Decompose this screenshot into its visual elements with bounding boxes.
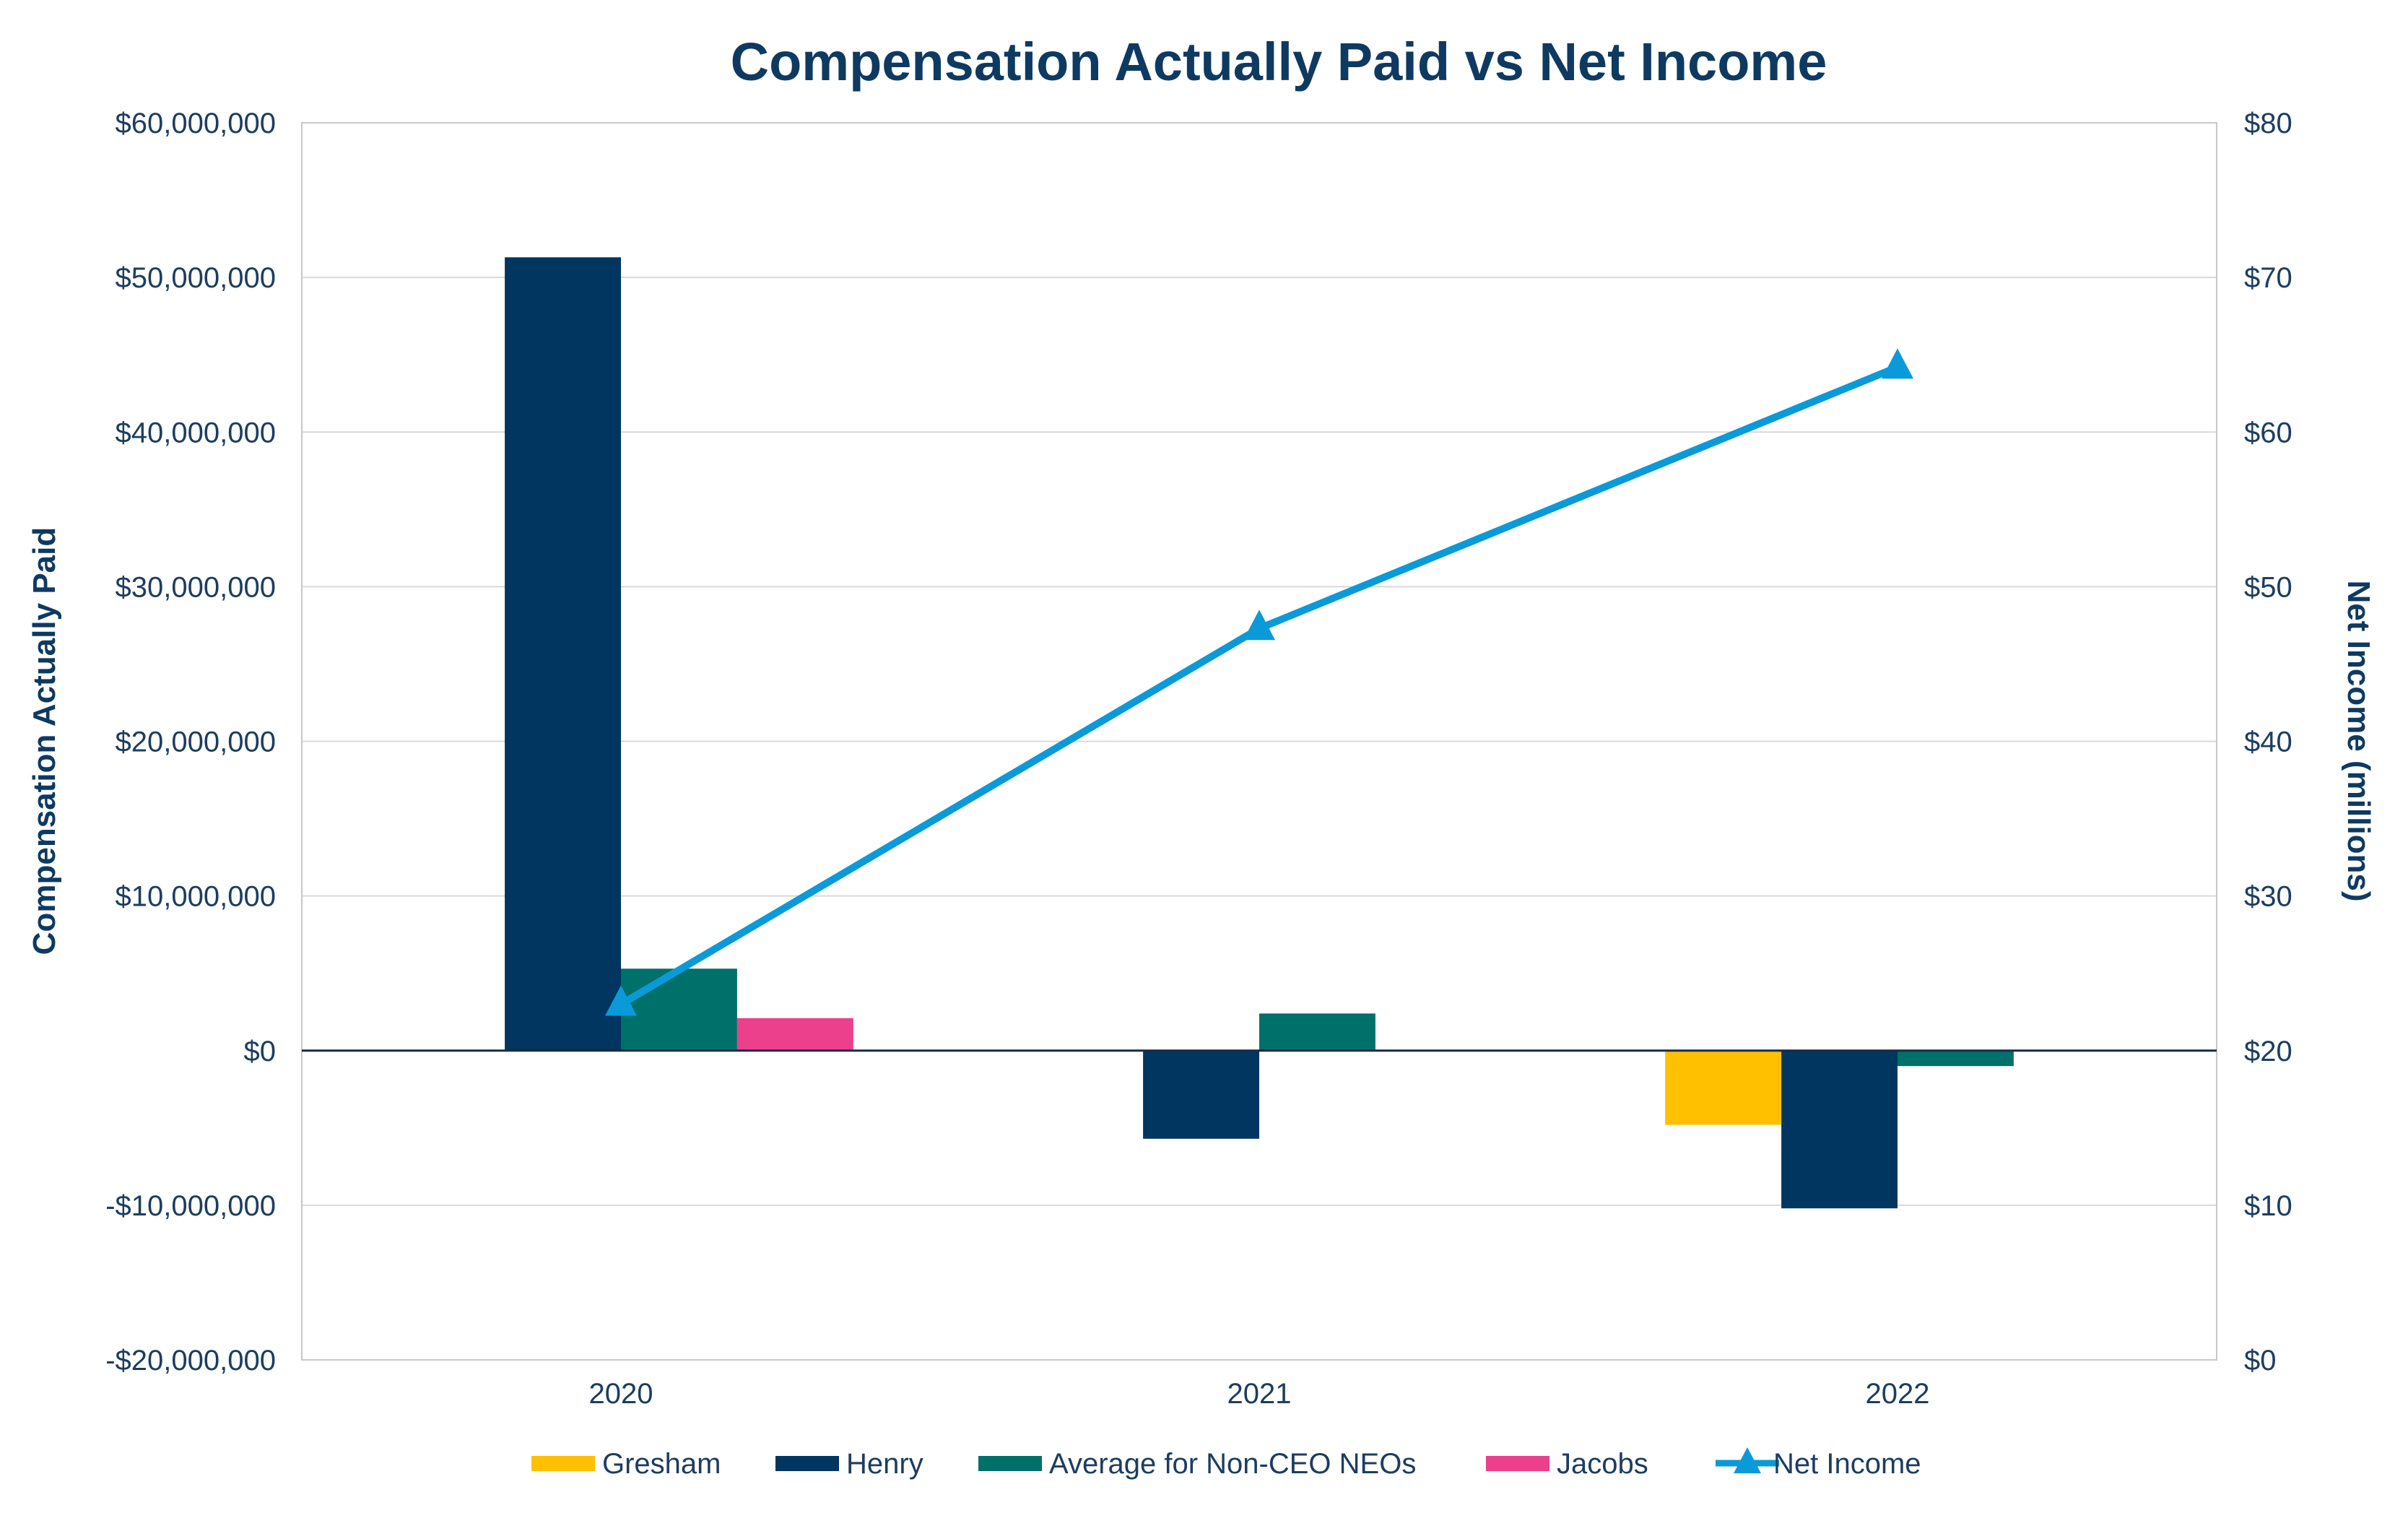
y-axis-label: Compensation Actually Paid [27,527,62,955]
y2-tick-label: $70 [2244,262,2292,294]
net-income-marker-2020 [605,985,637,1016]
bar-henry-2021 [1143,1050,1259,1139]
legend-label-net-income: Net Income [1773,1448,1921,1480]
legend-swatch-average-for-non-ceo-neos [978,1456,1042,1471]
y2-tick-label: $0 [2244,1345,2277,1377]
legend-label-average-for-non-ceo-neos: Average for Non-CEO NEOs [1049,1448,1416,1480]
right-axis-ticks: $0 $10 $20 $30 $40 $50 $60 $70 $80 [2244,108,2292,1377]
legend-label-gresham: Gresham [602,1448,721,1480]
y2-tick-label: $50 [2244,571,2292,603]
y2-tick-label: $10 [2244,1190,2292,1222]
y-tick-label: $10,000,000 [116,881,276,913]
legend-swatch-jacobs [1486,1456,1549,1471]
bar-gresham-2022 [1665,1050,1782,1125]
net-income-marker-2022 [1882,348,1913,379]
x-tick-label: 2022 [1866,1378,1930,1410]
bar-henry-2020 [505,257,621,1051]
y-tick-label: -$10,000,000 [105,1190,276,1222]
y2-tick-label: $80 [2244,108,2292,139]
bar-jacobs-2020 [736,1018,853,1051]
legend: Gresham Henry Average for Non-CEO NEOs Jaco… [531,1447,1921,1480]
bar-average-for-non-ceo-neos-2021 [1259,1013,1375,1051]
net-income-line [605,348,1913,1016]
chart-title: Compensation Actually Paid vs Net Income [731,32,1827,92]
legend-swatch-gresham [531,1456,595,1471]
y-tick-label: $0 [244,1036,277,1067]
y-tick-label: $60,000,000 [116,108,276,139]
x-tick-label: 2021 [1227,1378,1292,1410]
y-tick-label: -$20,000,000 [105,1345,276,1377]
legend-swatch-henry [775,1456,839,1471]
x-tick-label: 2020 [589,1378,653,1410]
legend-marker-net-income [1734,1447,1761,1473]
net-income-series-line [619,363,1899,1007]
y2-tick-label: $40 [2244,727,2292,758]
y2-tick-label: $60 [2244,417,2292,448]
y-tick-label: $30,000,000 [116,571,276,603]
plot-area [301,122,2217,1361]
y-tick-label: $40,000,000 [116,417,276,448]
bars [505,257,2014,1209]
y-tick-label: $20,000,000 [116,727,276,758]
y2-tick-label: $30 [2244,881,2292,913]
left-axis-ticks: -$20,000,000 -$10,000,000 $0 $10,000,000 $20… [105,108,276,1377]
bar-henry-2022 [1781,1050,1898,1209]
x-axis-ticks: 2020 2021 2022 [589,1378,1930,1410]
bar-average-for-non-ceo-neos-2020 [621,968,737,1051]
legend-label-henry: Henry [846,1448,923,1480]
y-tick-label: $50,000,000 [116,262,276,294]
legend-label-jacobs: Jacobs [1557,1448,1648,1480]
y2-axis-label: Net Income (millions) [2341,581,2376,902]
y2-tick-label: $20 [2244,1036,2292,1067]
bar-average-for-non-ceo-neos-2022 [1898,1050,2014,1067]
net-income-marker-2021 [1243,610,1275,641]
